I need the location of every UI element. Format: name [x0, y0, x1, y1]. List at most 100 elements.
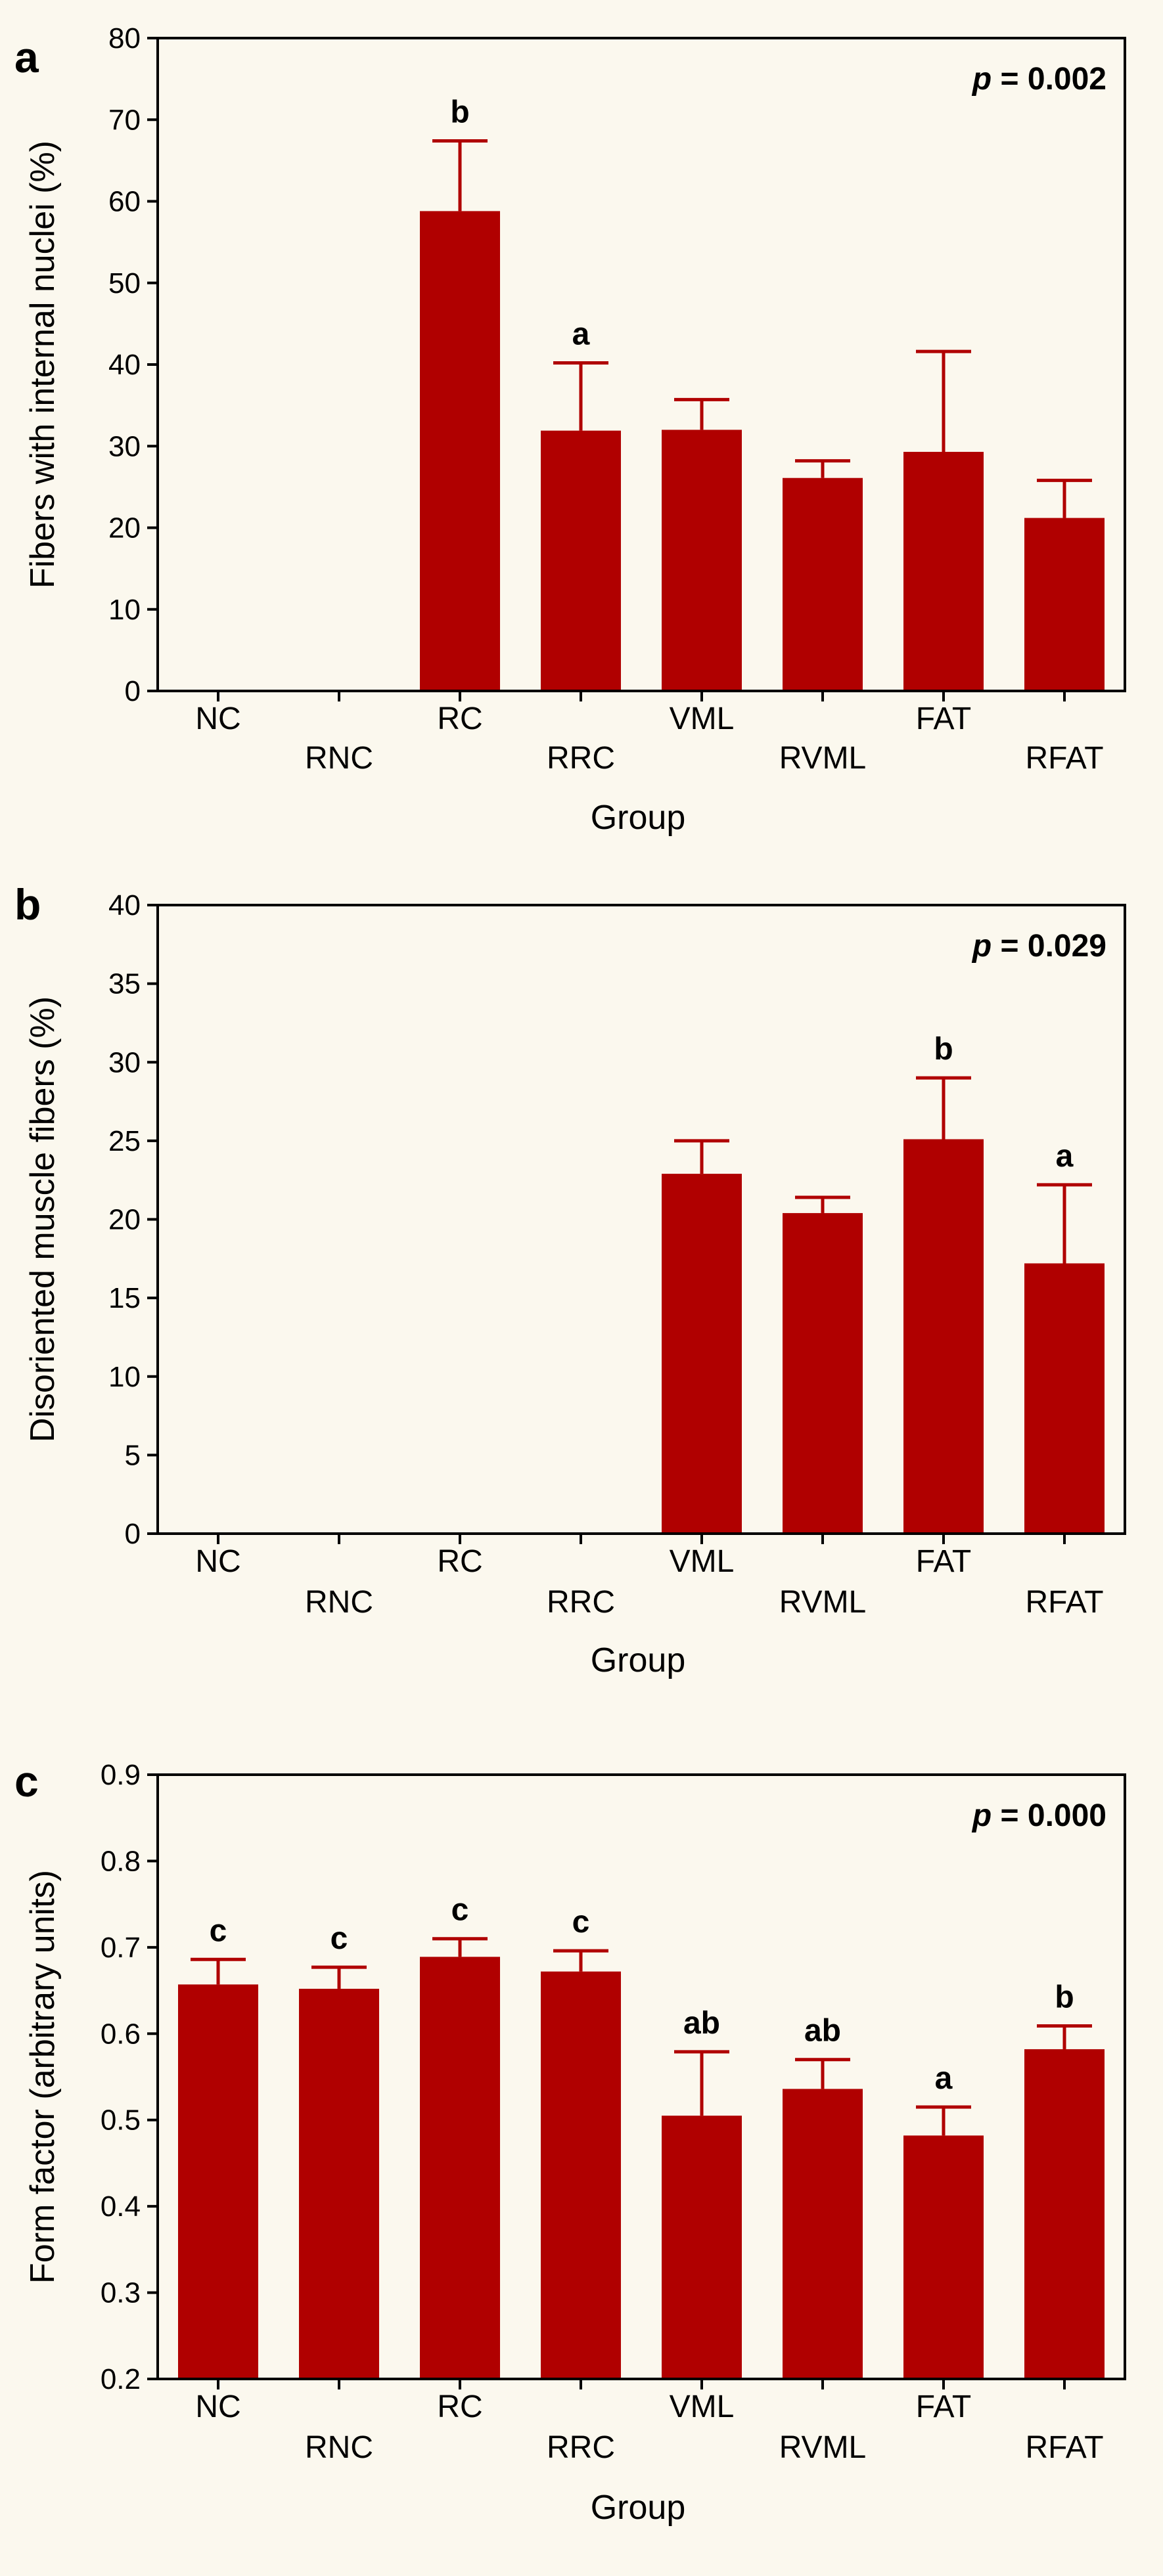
x-tick-label-RFAT: RFAT [1025, 741, 1103, 776]
x-tick-label-RC: RC [437, 2389, 482, 2424]
y-tick-label: 0.7 [101, 1932, 141, 1964]
x-axis-title: Group [591, 1641, 686, 1679]
x-tick-label-RRC: RRC [547, 741, 615, 776]
y-tick-label: 0 [125, 675, 141, 707]
y-tick-label: 15 [108, 1282, 141, 1314]
x-tick-label-FAT: FAT [916, 1544, 971, 1579]
significance-label-RFAT: b [1055, 1980, 1074, 2014]
significance-label-RVML: ab [804, 2014, 841, 2049]
x-tick-label-RRC: RRC [547, 1585, 615, 1620]
bar-RVML [783, 477, 863, 691]
bar-RC [420, 1957, 500, 2379]
bar-RFAT [1024, 518, 1105, 691]
y-tick-label: 35 [108, 968, 141, 1000]
p-value-number: = 0.000 [992, 1798, 1106, 1833]
y-tick-label: 50 [108, 267, 141, 300]
x-tick-label-RNC: RNC [305, 2430, 373, 2465]
x-tick-label-RRC: RRC [547, 2430, 615, 2465]
p-value-symbol: p [971, 1798, 992, 1833]
x-tick-label-VML: VML [670, 1544, 735, 1579]
y-tick-label: 80 [108, 22, 141, 55]
y-tick-label: 20 [108, 1204, 141, 1236]
panel-b: b a 0 5 10 15 20 25 30 35 40 NC RNC RC RRC VML RVML FAT RF… [14, 880, 1126, 1679]
y-tick-label: 25 [108, 1125, 141, 1157]
p-value-label: p = 0.029 [971, 929, 1106, 964]
p-value-label: p = 0.002 [971, 62, 1106, 97]
x-tick-label-RFAT: RFAT [1025, 1585, 1103, 1620]
significance-label-RC: c [451, 1893, 469, 1928]
bar-RRC [541, 1971, 621, 2379]
y-axis-title: Form factor (arbitrary units) [24, 1870, 62, 2284]
bar-RVML [783, 2089, 863, 2379]
y-tick-label: 10 [108, 1361, 141, 1393]
significance-label-VML: ab [683, 2006, 720, 2041]
y-tick-label: 0.9 [101, 1759, 141, 1791]
panel-letter: b [14, 880, 41, 929]
y-axis-title: Fibers with internal nuclei (%) [24, 141, 62, 588]
y-tick-label: 40 [108, 889, 141, 922]
x-tick-label-RVML: RVML [779, 1585, 867, 1620]
significance-label-RFAT: a [1056, 1139, 1074, 1174]
x-tick-label-RVML: RVML [779, 741, 867, 776]
y-tick-label: 30 [108, 1046, 141, 1078]
x-tick-label-RC: RC [437, 701, 482, 736]
y-tick-label: 10 [108, 594, 141, 626]
y-tick-label: 0.2 [101, 2363, 141, 2395]
significance-label-NC: c [210, 1913, 227, 1948]
x-tick-label-RFAT: RFAT [1025, 2430, 1103, 2465]
bar-RFAT [1024, 1263, 1105, 1534]
bar-RFAT [1024, 2049, 1105, 2379]
panel-a: b a 0 10 20 30 40 50 60 70 80 NC RNC RC RRC VML RVML FAT R… [14, 22, 1126, 837]
x-tick-label-VML: VML [670, 701, 735, 736]
p-value-label: p = 0.000 [971, 1798, 1106, 1833]
panel-letter: a [14, 33, 39, 81]
bar-FAT [903, 2135, 984, 2379]
bar-FAT [903, 451, 984, 691]
bar-VML [662, 1174, 742, 1534]
bar-RRC [541, 430, 621, 691]
y-tick-label: 70 [108, 104, 141, 136]
bar-FAT [903, 1139, 984, 1534]
panel-c: c cc cab abab0.20.30.40.50.60.70.80.9NCRNCR… [14, 1757, 1126, 2527]
y-axis-title: Disoriented muscle fibers (%) [24, 996, 62, 1442]
x-tick-label-RNC: RNC [305, 741, 373, 776]
x-axis-title: Group [591, 799, 686, 837]
x-tick-label-RNC: RNC [305, 1585, 373, 1620]
p-value-number: = 0.029 [992, 929, 1106, 964]
significance-label-FAT: b [934, 1032, 953, 1067]
x-tick-label-RVML: RVML [779, 2430, 867, 2465]
significance-label-RC: b [450, 95, 469, 130]
y-tick-label: 40 [108, 349, 141, 381]
y-tick-label: 0.5 [101, 2104, 141, 2137]
y-tick-label: 0 [125, 1518, 141, 1550]
y-tick-label: 60 [108, 186, 141, 218]
bar-RNC [299, 1988, 379, 2379]
significance-label-RRC: a [572, 317, 590, 352]
y-tick-label: 30 [108, 430, 141, 462]
bar-RC [420, 211, 500, 691]
bar-RVML [783, 1212, 863, 1534]
bar-VML [662, 430, 742, 691]
bar-VML [662, 2116, 742, 2379]
x-tick-label-NC: NC [195, 701, 240, 736]
x-tick-label-FAT: FAT [916, 2389, 971, 2424]
p-value-number: = 0.002 [992, 62, 1106, 97]
x-axis-title: Group [591, 2489, 686, 2527]
p-value-symbol: p [971, 929, 992, 964]
p-value-symbol: p [971, 62, 992, 97]
x-tick-label-NC: NC [195, 2389, 240, 2424]
significance-label-FAT: a [935, 2061, 953, 2096]
significance-label-RRC: c [572, 1905, 590, 1940]
y-tick-label: 0.8 [101, 1845, 141, 1877]
x-tick-label-RC: RC [437, 1544, 482, 1579]
plot-frame [156, 1773, 1126, 2380]
y-tick-label: 5 [125, 1439, 141, 1471]
x-tick-label-NC: NC [195, 1544, 240, 1579]
significance-label-RNC: c [331, 1921, 348, 1956]
y-tick-label: 0.3 [101, 2277, 141, 2309]
x-tick-label-VML: VML [670, 2389, 735, 2424]
x-tick-label-FAT: FAT [916, 701, 971, 736]
panel-letter: c [14, 1757, 39, 1806]
y-tick-label: 0.4 [101, 2190, 141, 2223]
